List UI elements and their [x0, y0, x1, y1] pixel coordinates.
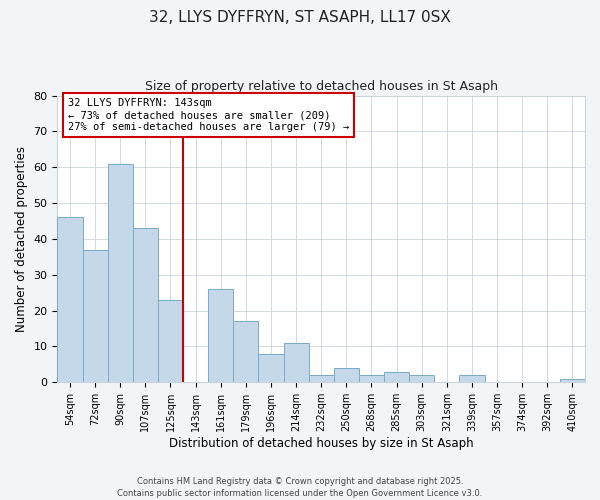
Bar	[284, 343, 308, 382]
Bar	[560, 379, 585, 382]
Bar	[384, 372, 409, 382]
Bar	[409, 375, 434, 382]
Bar	[133, 228, 158, 382]
Bar	[158, 300, 183, 382]
Bar	[83, 250, 107, 382]
Bar	[233, 322, 259, 382]
Bar	[107, 164, 133, 382]
X-axis label: Distribution of detached houses by size in St Asaph: Distribution of detached houses by size …	[169, 437, 473, 450]
Bar	[259, 354, 284, 382]
Bar	[334, 368, 359, 382]
Bar	[460, 375, 485, 382]
Y-axis label: Number of detached properties: Number of detached properties	[15, 146, 28, 332]
Text: 32, LLYS DYFFRYN, ST ASAPH, LL17 0SX: 32, LLYS DYFFRYN, ST ASAPH, LL17 0SX	[149, 10, 451, 25]
Bar	[308, 375, 334, 382]
Bar	[58, 218, 83, 382]
Title: Size of property relative to detached houses in St Asaph: Size of property relative to detached ho…	[145, 80, 498, 93]
Bar	[208, 289, 233, 382]
Text: 32 LLYS DYFFRYN: 143sqm
← 73% of detached houses are smaller (209)
27% of semi-d: 32 LLYS DYFFRYN: 143sqm ← 73% of detache…	[68, 98, 349, 132]
Text: Contains HM Land Registry data © Crown copyright and database right 2025.
Contai: Contains HM Land Registry data © Crown c…	[118, 476, 482, 498]
Bar	[359, 375, 384, 382]
